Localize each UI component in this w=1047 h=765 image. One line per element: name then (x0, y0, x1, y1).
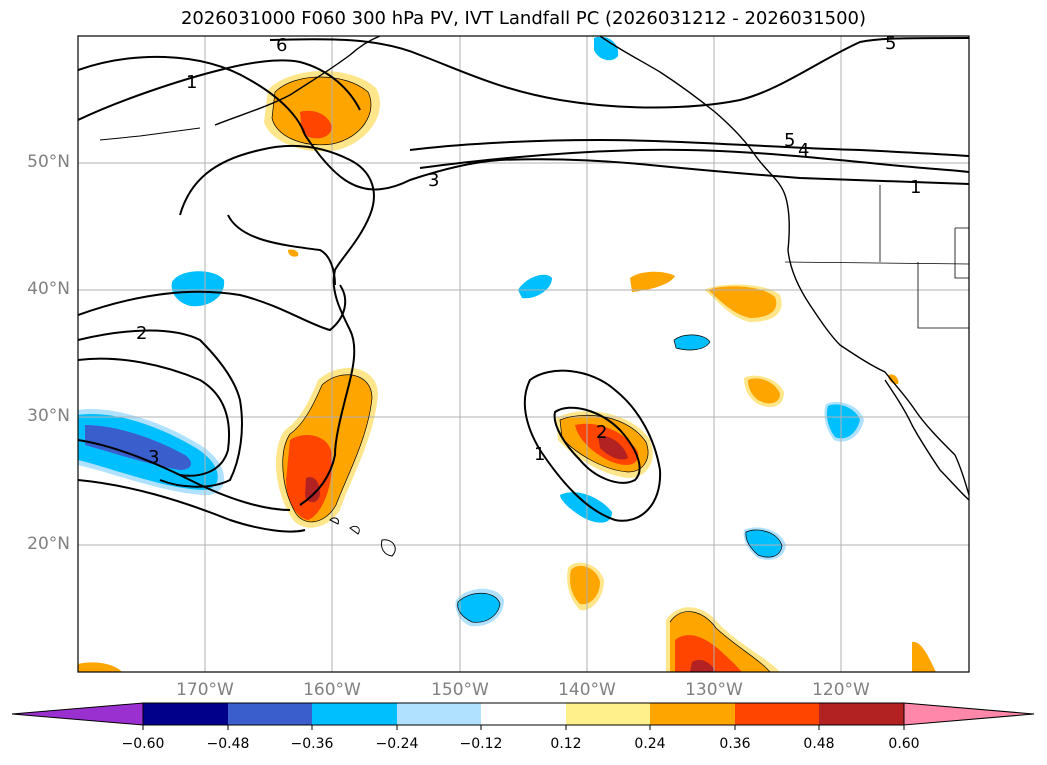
island-chain (99, 127, 201, 141)
shade-blob (745, 529, 782, 558)
pv-contour (78, 357, 231, 477)
north-america-coast (599, 36, 969, 496)
contour-label: 1 (910, 177, 921, 198)
contour-label: 3 (148, 447, 159, 468)
colorbar (11, 702, 1035, 730)
pv-contour (269, 37, 969, 109)
pv-contour (179, 144, 375, 506)
baja-coast (884, 379, 969, 501)
pv-contour (409, 138, 969, 157)
colorbar-tick-label: 0.36 (719, 736, 751, 752)
state-line (954, 227, 969, 279)
pv-contour (78, 329, 243, 488)
colorbar-tick-label: −0.60 (121, 736, 165, 752)
colorbar-tick-label: 0.48 (803, 736, 835, 752)
colorbar-tick-label: 0.60 (888, 736, 920, 752)
shade-blob (708, 286, 777, 318)
colorbar-frame (142, 702, 905, 726)
colorbar-tick-label: 0.12 (550, 736, 582, 752)
us-border (784, 261, 969, 265)
shade-blob (171, 271, 225, 307)
colorbar-segment (143, 703, 228, 725)
contour-label: 5 (784, 130, 795, 151)
shade-blob (912, 641, 936, 672)
shade-blob (272, 77, 371, 145)
chart-title: 2026031000 F060 300 hPa PV, IVT Landfall… (180, 8, 867, 29)
pv-contours (78, 37, 969, 533)
shade-blob (826, 404, 860, 439)
colorbar-min-extend (11, 702, 144, 726)
lon-tick-label: 150°W (431, 680, 489, 700)
shade-blob (630, 271, 675, 292)
colorbar-tick-label: −0.48 (206, 736, 250, 752)
gridlines (78, 36, 969, 672)
colorbar-segment (481, 703, 566, 725)
contour-label: 3 (428, 170, 439, 191)
lat-tick-label: 50°N (27, 152, 70, 172)
lat-tick-label: 40°N (27, 279, 70, 299)
pv-contour (227, 214, 336, 286)
lon-tick-label: 170°W (176, 680, 234, 700)
shade-blob (85, 425, 192, 470)
colorbar-tick-label: −0.36 (290, 736, 334, 752)
shade-blob (560, 492, 612, 523)
shade-outlines (271, 76, 783, 672)
shade-blob (78, 662, 122, 672)
contour-label: 1 (534, 444, 545, 465)
shade-blob (675, 635, 742, 672)
pc-shading (78, 36, 936, 672)
lon-tick-label: 130°W (685, 680, 743, 700)
pv-contour (553, 406, 641, 484)
colorbar-tick-label: −0.24 (375, 736, 419, 752)
alaska-coast (214, 36, 381, 126)
colorbar-segment (735, 703, 819, 725)
colorbar-segment (566, 703, 650, 725)
pv-contour (78, 59, 361, 121)
map-frame (77, 35, 970, 673)
colorbar-segment (228, 703, 312, 725)
colorbar-tick-label: 0.24 (634, 736, 666, 752)
shade-blob (690, 659, 716, 672)
state-line (917, 262, 969, 329)
shade-blob (888, 374, 899, 385)
pv-contour (523, 369, 662, 522)
shade-blob (518, 274, 552, 299)
shade-blob (748, 378, 780, 404)
coastlines (99, 36, 969, 557)
colorbar-segment (650, 703, 735, 725)
colorbar-max-extend (903, 702, 1035, 726)
contour-label: 2 (136, 323, 147, 344)
shade-blob (305, 476, 320, 503)
colorbar-segment (397, 703, 481, 725)
contour-label: 2 (596, 422, 607, 443)
shade-blob (457, 593, 500, 623)
contour-label: 1 (186, 72, 197, 93)
pv-contour (78, 479, 306, 533)
shade-blob (288, 249, 299, 257)
lon-tick-label: 120°W (812, 680, 870, 700)
lon-tick-label: 160°W (303, 680, 361, 700)
pv-contour (78, 284, 347, 332)
pv-contour (78, 439, 291, 511)
pv-contour (78, 55, 969, 191)
contour-labels: 6 1 3 2 3 1 2 5 4 5 1 (136, 33, 921, 468)
lat-tick-label: 30°N (27, 406, 70, 426)
shade-blob (594, 36, 619, 61)
colorbar-tick-label: −0.12 (459, 736, 503, 752)
shade-blob (674, 334, 710, 350)
contour-label: 4 (798, 140, 809, 161)
shade-blob (300, 110, 332, 139)
colorbar-segment (819, 703, 904, 725)
contour-label: 6 (276, 35, 287, 56)
shade-blob (570, 566, 600, 605)
lon-tick-label: 140°W (558, 680, 616, 700)
contour-label: 5 (885, 33, 896, 54)
lat-tick-label: 20°N (27, 534, 70, 554)
hawaii (329, 517, 396, 557)
shade-blob (598, 435, 628, 460)
colorbar-segment (312, 703, 397, 725)
pv-contour (419, 148, 969, 173)
